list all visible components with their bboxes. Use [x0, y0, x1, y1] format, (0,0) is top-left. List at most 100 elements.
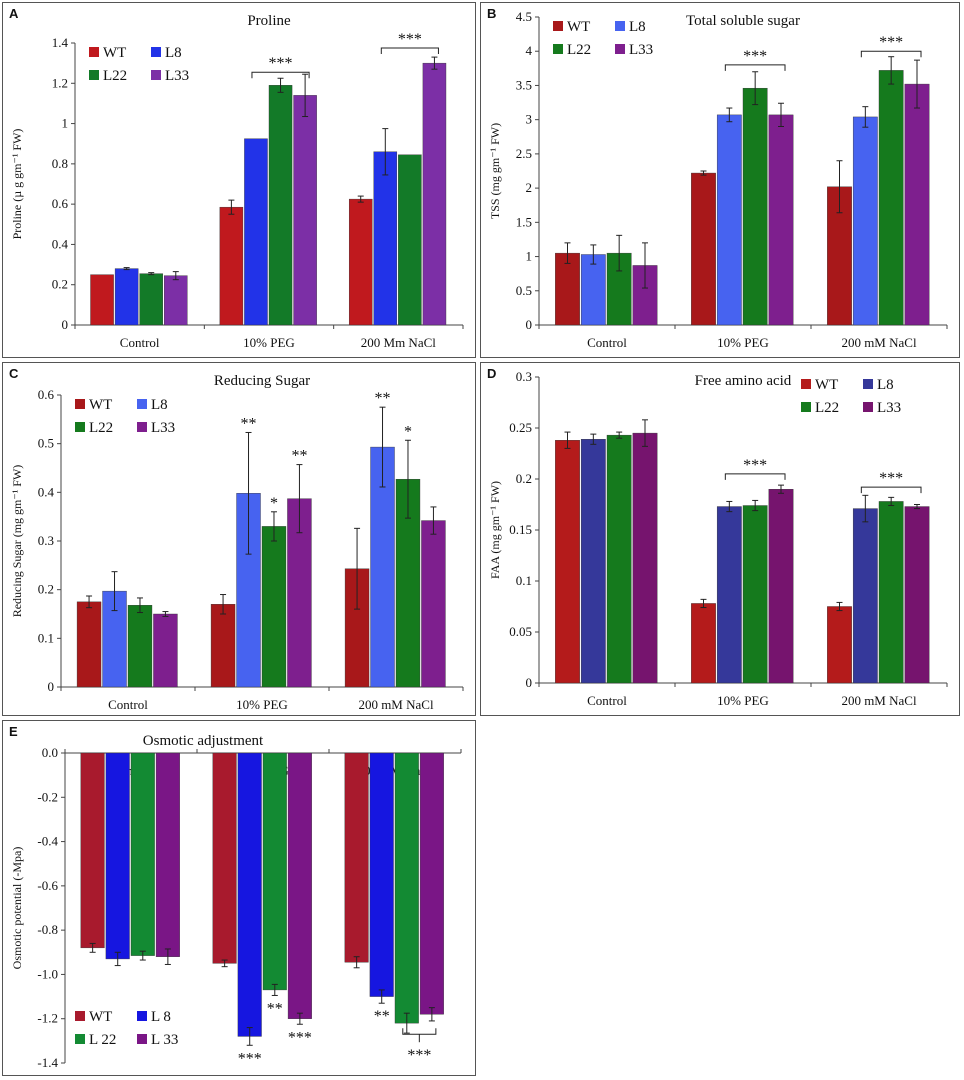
- bar-l33: [421, 520, 446, 688]
- significance-label: **: [291, 448, 307, 465]
- bar-l8: [716, 506, 742, 684]
- legend-label: L 33: [151, 1032, 178, 1048]
- bracket-line: [724, 473, 786, 480]
- y-tick-label: 0.0: [42, 745, 58, 760]
- significance-bracket: ***: [724, 48, 786, 71]
- panel-letter: C: [9, 366, 19, 381]
- significance-label: ***: [398, 31, 422, 48]
- bracket-line: [860, 486, 922, 494]
- y-tick-label: 0: [62, 317, 69, 332]
- reducing-sugar-chart: C Reducing Sugar 0 0.1 0.2 0.3 0.4 0.5 0.6 Contro…: [9, 366, 464, 712]
- bar-wt: [691, 172, 716, 326]
- legend-label: L 22: [89, 1032, 116, 1048]
- significance-label: **: [267, 1000, 283, 1017]
- y-tick-label: -0.8: [37, 922, 58, 937]
- y-axis-label: TSS (mg gm⁻¹ FW): [488, 123, 502, 219]
- bar-l33: [164, 275, 188, 326]
- bar-l33: [768, 488, 794, 684]
- significance-bracket: ***: [251, 55, 310, 79]
- bar-l8: [105, 752, 130, 960]
- bar-wt: [90, 274, 114, 326]
- legend-label: L33: [877, 400, 901, 416]
- legend: WT L8 L22 L33: [75, 397, 175, 436]
- legend-label: WT: [89, 1009, 112, 1025]
- bar-l33: [419, 752, 444, 1015]
- y-tick-label: 0: [526, 317, 533, 332]
- y-tick-label: -1.4: [37, 1055, 58, 1070]
- bar-l8: [373, 151, 398, 326]
- bar-l33: [287, 752, 312, 1019]
- legend-label: WT: [89, 397, 112, 413]
- legend-swatch: [615, 21, 625, 31]
- bar-l33: [422, 62, 447, 326]
- panel-e: E Osmotic adjustment 0.0 -0.2 -0.4 -0.6 -0.8 -1…: [2, 720, 476, 1076]
- x-tick-label: 10% PEG: [243, 335, 295, 350]
- bar-l22: [606, 434, 632, 684]
- legend-label: L8: [165, 45, 182, 61]
- bar-l8: [237, 752, 262, 1037]
- significance-label: *: [270, 495, 278, 512]
- legend-label: L8: [151, 397, 168, 413]
- bar-l8: [852, 508, 878, 684]
- chart-title: Osmotic adjustment: [143, 733, 264, 749]
- bar-l8: [852, 116, 878, 326]
- bar-wt: [555, 252, 580, 326]
- y-tick-label: 2.5: [516, 146, 532, 161]
- y-axis-label: Reducing Sugar (mg gm⁻¹ FW): [10, 465, 24, 618]
- bar-l22: [268, 85, 293, 326]
- y-tick-label: 4: [526, 43, 533, 58]
- bar-wt: [219, 206, 244, 326]
- y-tick-label: 0.5: [516, 283, 532, 298]
- bar-l8: [580, 254, 606, 326]
- y-tick-label: 0.15: [509, 522, 532, 537]
- bar-wt: [80, 752, 105, 949]
- legend-label: WT: [567, 19, 590, 35]
- bar-wt: [691, 603, 716, 684]
- legend-swatch: [137, 1034, 147, 1044]
- bar-wt: [344, 752, 369, 963]
- legend-swatch: [75, 1034, 85, 1044]
- legend-label: L8: [629, 19, 646, 35]
- bar-l22: [878, 70, 904, 326]
- legend-label: L33: [629, 42, 653, 58]
- x-tick-label: 200 mM NaCl: [841, 693, 917, 708]
- bar-l8: [369, 752, 394, 997]
- x-tick-label: Control: [120, 335, 160, 350]
- legend-label: L22: [815, 400, 839, 416]
- legend-label: WT: [103, 45, 126, 61]
- legend-swatch: [615, 44, 625, 54]
- bracket-line: [860, 50, 922, 58]
- bar-l8: [244, 138, 268, 326]
- significance-label: **: [374, 1008, 390, 1025]
- legend-swatch: [553, 44, 563, 54]
- x-tick-label: 10% PEG: [717, 335, 769, 350]
- y-tick-label: 2: [526, 180, 533, 195]
- significance-label: ***: [743, 457, 767, 474]
- bar-l22: [742, 505, 768, 684]
- y-tick-label: 0.3: [38, 533, 54, 548]
- bar-l22: [127, 605, 153, 688]
- bracket-line: [251, 71, 310, 79]
- bracket-line: [724, 64, 786, 71]
- x-tick-label: 10% PEG: [236, 697, 288, 712]
- y-axis-label: FAA (mg gm⁻¹ FW): [488, 481, 502, 579]
- bar-l22: [262, 752, 287, 991]
- y-tick-label: -0.6: [37, 878, 58, 893]
- bar-wt: [555, 440, 580, 684]
- y-tick-label: 0.25: [509, 420, 532, 435]
- y-tick-label: 1.4: [52, 35, 69, 50]
- significance-label: ***: [407, 1047, 431, 1064]
- bar-l33: [904, 506, 930, 684]
- x-tick-label: 200 Mm NaCl: [361, 335, 437, 350]
- significance-bracket: ***: [724, 457, 786, 480]
- legend: WT L8 L22 L33: [89, 45, 189, 84]
- y-tick-label: 3: [526, 112, 533, 127]
- y-tick-label: -1.0: [37, 966, 58, 981]
- y-tick-label: -0.4: [37, 834, 58, 849]
- bar-wt: [210, 604, 236, 688]
- chart-title: Proline: [247, 13, 291, 29]
- legend-swatch: [801, 379, 811, 389]
- bar-l22: [394, 752, 419, 1024]
- legend-swatch: [553, 21, 563, 31]
- panel-a: A Proline 0 0.2 0.4 0.6 0.8 1 1.2 1.4 Control 10% P…: [2, 2, 476, 358]
